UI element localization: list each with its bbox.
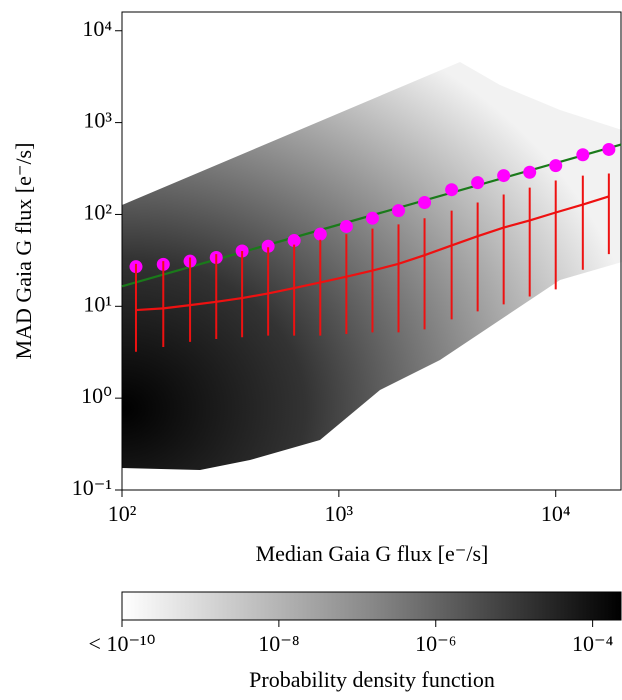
x-tick-label: 10³ <box>325 501 354 526</box>
point <box>471 176 485 190</box>
point <box>339 219 353 233</box>
x-tick-label: 10⁴ <box>541 501 571 526</box>
point <box>523 165 537 179</box>
y-axis-label: MAD Gaia G flux [e⁻/s] <box>11 143 36 360</box>
point <box>445 183 459 197</box>
point <box>497 169 511 183</box>
median-line <box>135 195 610 312</box>
colorbar-tick-label: < 10⁻¹⁰ <box>89 631 156 656</box>
plot-frame <box>121 11 622 491</box>
point <box>287 234 301 248</box>
colorbar-tick-label: 10⁻⁶ <box>415 631 456 656</box>
y-tick-label: 10³ <box>83 108 112 133</box>
y-tick-label: 10² <box>83 199 112 224</box>
y-tick-label: 10¹ <box>83 291 112 316</box>
point <box>313 227 327 241</box>
colorbar-label: Probability density function <box>249 667 495 692</box>
point <box>576 148 590 162</box>
y-tick-label: 10⁰ <box>81 383 112 408</box>
point <box>392 204 406 218</box>
point <box>549 159 563 173</box>
point <box>418 195 432 209</box>
colorbar-tick-label: 10⁻⁸ <box>258 631 299 656</box>
colorbar <box>121 591 622 621</box>
y-tick-label: 10⁴ <box>82 16 112 41</box>
x-tick-label: 10² <box>108 501 137 526</box>
x-axis-label: Median Gaia G flux [e⁻/s] <box>256 541 489 566</box>
point <box>602 142 616 156</box>
point <box>365 211 379 225</box>
colorbar-tick-label: 10⁻⁴ <box>572 631 614 656</box>
point <box>261 239 275 253</box>
y-tick-label: 10⁻¹ <box>72 475 112 500</box>
